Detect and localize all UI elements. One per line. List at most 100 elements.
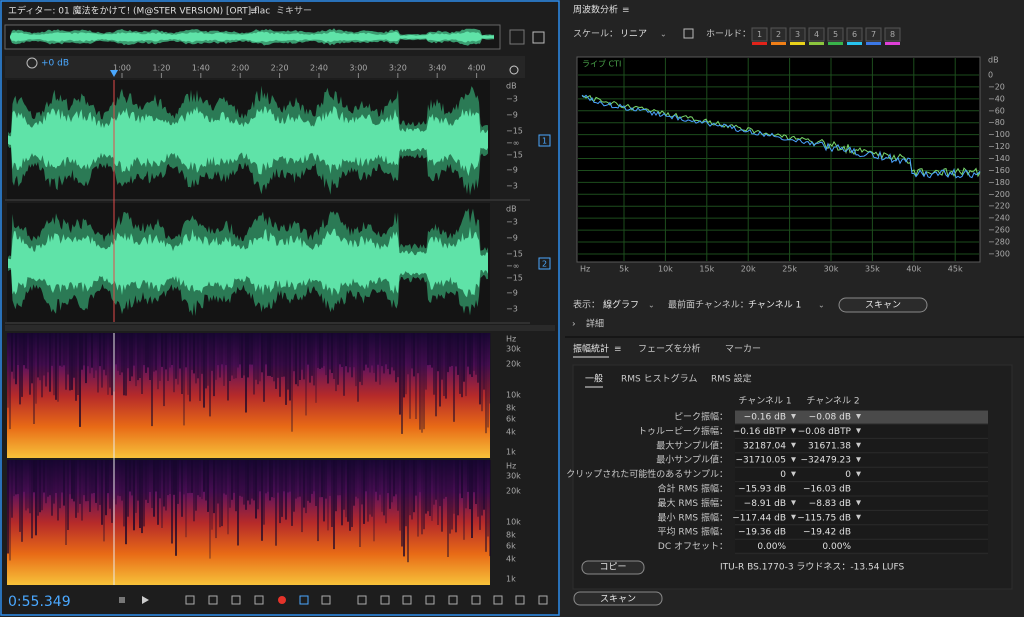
spectrogram-texture [123, 460, 125, 527]
hold-button-label[interactable]: 3 [795, 30, 800, 39]
hold-color [809, 42, 824, 45]
play-button[interactable] [142, 596, 149, 604]
spectrogram-texture [385, 333, 387, 365]
spectrogram-texture [189, 460, 191, 493]
tool-button[interactable] [425, 595, 435, 605]
spectrogram-texture [371, 333, 373, 366]
tool-button[interactable] [538, 595, 548, 605]
scan-button[interactable] [838, 297, 928, 313]
details-toggle[interactable]: 詳細 [586, 318, 604, 330]
spectrogram-texture [355, 460, 357, 497]
jump-arrow[interactable] [791, 414, 796, 419]
options-icon[interactable] [683, 28, 694, 39]
hold-button[interactable] [751, 27, 768, 42]
hold-button-label[interactable]: 6 [852, 30, 857, 39]
stats-subtab[interactable]: 一般 [585, 373, 603, 385]
jump-arrow[interactable] [791, 500, 796, 506]
scan-button-label[interactable]: スキャン [865, 301, 901, 311]
playhead-handle[interactable] [110, 70, 118, 77]
hold-button-label[interactable]: 7 [871, 30, 876, 39]
stats-tab[interactable]: フェーズを分析 [638, 343, 701, 355]
row-label: クリップされた可能性のあるサンプル： [566, 468, 728, 480]
jump-arrow[interactable] [791, 471, 796, 477]
jump-arrow[interactable] [791, 428, 796, 434]
tool-button[interactable] [448, 595, 458, 605]
spectrogram-texture [105, 460, 107, 516]
jump-arrow[interactable] [856, 514, 861, 520]
mixer-tab[interactable]: ミキサー [276, 6, 312, 17]
gain-value[interactable]: +0 dB [41, 59, 69, 69]
tool-button[interactable] [231, 595, 241, 605]
hold-button[interactable] [865, 27, 882, 42]
tool-button[interactable] [299, 595, 309, 605]
record-button[interactable] [278, 596, 286, 604]
hold-button[interactable] [808, 27, 825, 42]
jump-arrow[interactable] [856, 457, 861, 463]
tool-button[interactable] [321, 595, 331, 605]
spectrogram-texture [285, 460, 287, 520]
tool-button[interactable] [471, 595, 481, 605]
jump-arrow[interactable] [856, 414, 861, 419]
menu-icon[interactable]: ≡ [250, 7, 258, 17]
jump-arrow[interactable] [791, 457, 796, 463]
hold-button-label[interactable]: 8 [890, 30, 895, 39]
hold-button-label[interactable]: 5 [833, 30, 838, 39]
jump-arrow[interactable] [856, 442, 861, 448]
editor-tab[interactable]: エディター: 01 魔法をかけて! (M@STER VERSION) [ORT]… [8, 5, 270, 17]
scan-button[interactable] [573, 591, 663, 606]
hold-button-label[interactable]: 2 [776, 30, 781, 39]
tool-button[interactable] [254, 595, 264, 605]
headphones-icon[interactable] [509, 65, 519, 75]
hold-button-label[interactable]: 1 [757, 30, 762, 39]
db-scale-label: −3 [506, 305, 518, 314]
hold-button[interactable] [827, 27, 844, 42]
hold-button[interactable] [770, 27, 787, 42]
tool-button[interactable] [493, 595, 503, 605]
stats-tab[interactable]: マーカー [725, 344, 761, 355]
spectrogram-texture [375, 460, 377, 492]
hold-button-label[interactable]: 4 [814, 30, 819, 39]
jump-arrow[interactable] [856, 428, 861, 434]
menu-icon[interactable]: ≡ [622, 6, 630, 16]
stats-subtab[interactable]: RMS 設定 [711, 373, 752, 385]
tool-button[interactable] [402, 595, 412, 605]
tool-button[interactable] [380, 595, 390, 605]
jump-arrow[interactable] [791, 442, 796, 448]
stats-tab[interactable]: 振幅統計 [573, 343, 609, 355]
spectrogram-texture [209, 333, 211, 417]
front-channel-dropdown[interactable]: チャンネル 1 [748, 300, 801, 311]
hold-button[interactable] [846, 27, 863, 42]
tool-button[interactable] [208, 595, 218, 605]
menu-icon[interactable]: ≡ [614, 345, 622, 355]
gain-knob[interactable] [26, 57, 38, 69]
spectrogram-texture [247, 460, 249, 501]
spectrogram-texture [189, 333, 191, 402]
db-scale-label: dB [506, 205, 517, 214]
jump-arrow[interactable] [856, 471, 861, 477]
splitter[interactable] [5, 325, 555, 331]
copy-button[interactable] [581, 560, 645, 575]
jump-arrow[interactable] [856, 500, 861, 506]
spectrogram-texture [167, 333, 169, 381]
spectrogram-texture [17, 333, 19, 365]
spectrogram-texture [319, 333, 321, 369]
hold-button[interactable] [884, 27, 901, 42]
display-dropdown[interactable]: 線グラフ [603, 299, 639, 311]
channel-badge-label[interactable]: 2 [542, 260, 547, 269]
expand-caret[interactable]: › [572, 320, 576, 330]
tool-button[interactable] [515, 595, 525, 605]
zoom-icon[interactable] [509, 29, 525, 45]
stats-subtab[interactable]: RMS ヒストグラム [621, 373, 697, 385]
tool-button[interactable] [185, 595, 195, 605]
list-icon[interactable] [532, 31, 545, 44]
channel-badge-label[interactable]: 1 [542, 137, 547, 146]
tool-button[interactable] [357, 595, 367, 605]
hold-button[interactable] [789, 27, 806, 42]
copy-button-label[interactable]: コピー [599, 562, 626, 573]
scale-dropdown[interactable]: リニア [620, 30, 647, 40]
scan-button-label[interactable]: スキャン [600, 595, 636, 605]
spectrogram-texture [431, 333, 433, 368]
jump-arrow[interactable] [791, 514, 796, 520]
stop-button[interactable] [119, 597, 125, 603]
spectrogram-texture [435, 460, 437, 500]
